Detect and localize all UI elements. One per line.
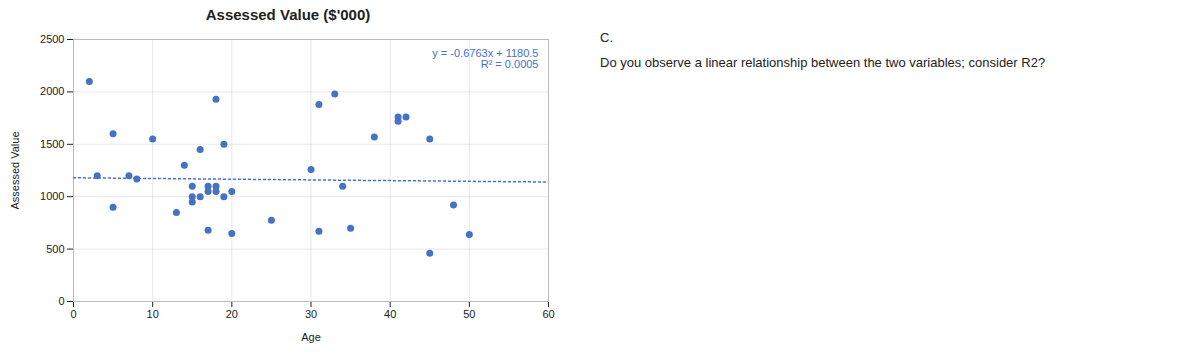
svg-text:30: 30: [305, 308, 317, 320]
svg-text:1000: 1000: [40, 190, 64, 202]
svg-text:50: 50: [463, 308, 475, 320]
svg-text:Age: Age: [301, 331, 321, 343]
svg-text:40: 40: [384, 308, 396, 320]
html-text:C.: C.: [600, 30, 613, 45]
svg-text:2500: 2500: [40, 33, 64, 45]
svg-text:10: 10: [147, 308, 159, 320]
html-text:Do you observe a linear relati: Do you observe a linear relationship bet…: [600, 55, 1046, 70]
svg-text:0: 0: [58, 295, 64, 307]
svg-text:0: 0: [70, 308, 76, 320]
svg-text:500: 500: [46, 243, 64, 255]
svg-text:y = -0.6763x + 1180.5R² = 0.00: y = -0.6763x + 1180.5R² = 0.0005: [432, 47, 538, 70]
svg-text:1500: 1500: [40, 138, 64, 150]
svg-text:20: 20: [226, 308, 238, 320]
svg-text:Assessed Value: Assessed Value: [9, 131, 21, 209]
svg-text:60: 60: [542, 308, 554, 320]
html-text:Assessed Value ($'000): Assessed Value ($'000): [205, 6, 371, 23]
svg-text:2000: 2000: [40, 85, 64, 97]
